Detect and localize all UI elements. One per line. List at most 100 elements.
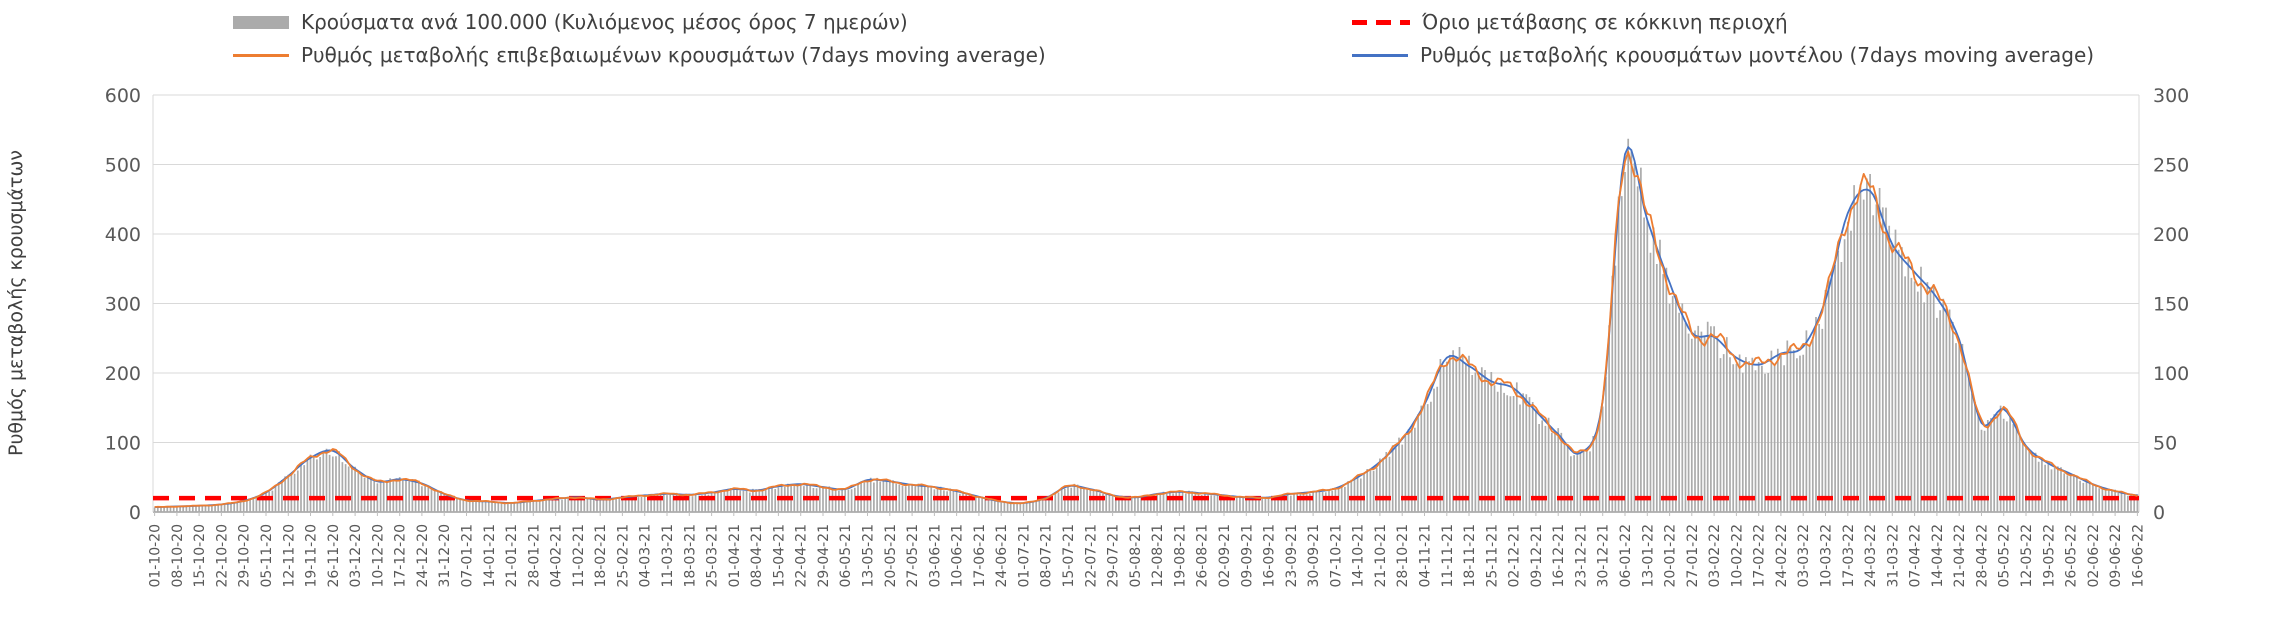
- y-right-tick-label: 100: [2153, 363, 2189, 385]
- bar-swatch: [233, 15, 289, 29]
- x-date-label: 13-01-22: [1640, 524, 1656, 588]
- x-date-label: 03-03-22: [1796, 524, 1812, 588]
- legend-label-red-threshold: Όριο μετάβασης σε κόκκινη περιοχή: [1422, 10, 1788, 34]
- x-date-label: 26-05-22: [2064, 524, 2080, 588]
- legend-label-cases-per-100k: Κρούσματα ανά 100.000 (Κυλιόμενος μέσος …: [301, 10, 908, 34]
- y-left-tick-label: 0: [129, 502, 141, 524]
- threshold-dash-swatch: [1352, 19, 1410, 25]
- x-date-label: 26-08-21: [1195, 524, 1211, 588]
- x-date-label: 19-08-21: [1172, 524, 1188, 588]
- y-left-tick-label: 600: [105, 85, 141, 107]
- x-date-label: 04-11-21: [1418, 524, 1434, 588]
- x-date-label: 24-06-21: [994, 524, 1010, 588]
- x-date-label: 21-01-21: [504, 524, 520, 588]
- x-date-label: 02-06-22: [2086, 524, 2102, 588]
- x-date-label: 29-07-21: [1106, 524, 1122, 588]
- model-rate-line: [154, 146, 2138, 509]
- x-date-label: 07-01-21: [460, 524, 476, 588]
- x-date-label: 24-03-22: [1863, 524, 1879, 588]
- x-date-label: 16-09-21: [1262, 524, 1278, 588]
- legend-item-red-threshold: Όριο μετάβασης σε κόκκινη περιοχή: [1352, 12, 1788, 32]
- x-date-label: 06-05-21: [838, 524, 854, 588]
- x-date-label: 09-12-21: [1529, 524, 1545, 588]
- confirmed-rate-line: [154, 150, 2138, 508]
- x-date-label: 31-03-22: [1885, 524, 1901, 588]
- y-left-tick-label: 200: [105, 363, 141, 385]
- x-date-label: 15-07-21: [1061, 524, 1077, 588]
- x-date-label: 06-01-22: [1618, 524, 1634, 588]
- x-date-label: 25-02-21: [615, 524, 631, 588]
- rate-lines: [154, 146, 2138, 509]
- x-date-label: 25-11-21: [1484, 524, 1500, 588]
- x-date-label: 02-12-21: [1507, 524, 1523, 588]
- x-date-label: 22-10-20: [214, 524, 230, 588]
- legend-label-model-rate: Ρυθμός μεταβολής κρουσμάτων μοντέλου (7d…: [1420, 43, 2095, 67]
- x-date-label: 05-11-20: [259, 524, 275, 588]
- x-date-label: 31-12-20: [437, 524, 453, 588]
- x-date-label: 12-11-20: [281, 524, 297, 588]
- x-date-label: 26-11-20: [326, 524, 342, 588]
- y-left-tick-label: 100: [105, 433, 141, 455]
- x-date-label: 30-09-21: [1306, 524, 1322, 588]
- x-date-label: 27-05-21: [905, 524, 921, 588]
- x-date-label: 12-05-22: [2019, 524, 2035, 588]
- x-date-label: 04-03-21: [638, 524, 654, 588]
- x-date-label: 18-03-21: [682, 524, 698, 588]
- cases-bars-path: [153, 138, 2139, 512]
- x-date-label: 03-06-21: [927, 524, 943, 588]
- x-date-label: 17-02-22: [1752, 524, 1768, 588]
- x-date-label: 07-04-22: [1908, 524, 1924, 588]
- x-date-label: 01-04-21: [727, 524, 743, 588]
- x-date-label: 11-11-21: [1440, 524, 1456, 588]
- x-axis-tick-marks: [154, 512, 2138, 516]
- x-date-label: 15-04-21: [771, 524, 787, 588]
- x-date-label: 19-11-20: [304, 524, 320, 588]
- x-date-label: 16-12-21: [1551, 524, 1567, 588]
- x-date-label: 24-02-22: [1774, 524, 1790, 588]
- x-date-label: 14-04-22: [1930, 524, 1946, 588]
- y-axis-right-labels: 0 50 100 150 200 250 300: [2153, 85, 2189, 524]
- x-axis-ticks: [154, 512, 2138, 516]
- x-date-label: 19-05-22: [2041, 524, 2057, 588]
- x-date-label: 13-05-21: [861, 524, 877, 588]
- x-date-label: 18-02-21: [593, 524, 609, 588]
- legend-item-confirmed-rate: Ρυθμός μεταβολής επιβεβαιωμένων κρουσμάτ…: [233, 45, 1046, 65]
- x-date-label: 11-02-21: [571, 524, 587, 588]
- y-right-tick-label: 250: [2153, 155, 2189, 177]
- cases-bars-series: [153, 138, 2139, 512]
- y-right-tick-label: 0: [2153, 502, 2165, 524]
- legend-item-cases-per-100k: Κρούσματα ανά 100.000 (Κυλιόμενος μέσος …: [233, 12, 908, 32]
- model-line-swatch: [1352, 53, 1408, 57]
- x-date-label: 10-02-22: [1729, 524, 1745, 588]
- confirmed-line-swatch: [233, 53, 289, 57]
- x-date-label: 01-10-20: [148, 524, 164, 588]
- x-date-label: 11-03-21: [660, 524, 676, 588]
- x-date-label: 23-12-21: [1573, 524, 1589, 588]
- x-date-label: 03-02-22: [1707, 524, 1723, 588]
- x-date-label: 16-06-22: [2130, 524, 2146, 588]
- x-date-label: 17-03-22: [1841, 524, 1857, 588]
- x-date-label: 28-01-21: [526, 524, 542, 588]
- y-right-tick-label: 300: [2153, 85, 2189, 107]
- x-date-label: 03-12-20: [348, 524, 364, 588]
- x-date-label: 07-10-21: [1328, 524, 1344, 588]
- x-date-label: 10-12-20: [370, 524, 386, 588]
- x-date-label: 22-04-21: [794, 524, 810, 588]
- y-right-tick-label: 50: [2153, 433, 2177, 455]
- x-date-label: 24-12-20: [415, 524, 431, 588]
- x-date-label: 09-06-22: [2108, 524, 2124, 588]
- x-axis-date-labels: 01-10-20 08-10-20 15-10-20 22-10-20 29-10-20…: [148, 524, 2147, 588]
- x-date-label: 08-07-21: [1039, 524, 1055, 588]
- x-date-label: 28-10-21: [1395, 524, 1411, 588]
- legend-label-confirmed-rate: Ρυθμός μεταβολής επιβεβαιωμένων κρουσμάτ…: [301, 43, 1046, 67]
- x-date-label: 01-07-21: [1017, 524, 1033, 588]
- x-date-label: 10-06-21: [950, 524, 966, 588]
- x-date-label: 14-01-21: [482, 524, 498, 588]
- x-date-label: 25-03-21: [705, 524, 721, 588]
- x-date-label: 27-01-22: [1685, 524, 1701, 588]
- x-date-label: 29-04-21: [816, 524, 832, 588]
- x-date-label: 22-07-21: [1083, 524, 1099, 588]
- x-date-label: 18-11-21: [1462, 524, 1478, 588]
- x-date-label: 23-09-21: [1284, 524, 1300, 588]
